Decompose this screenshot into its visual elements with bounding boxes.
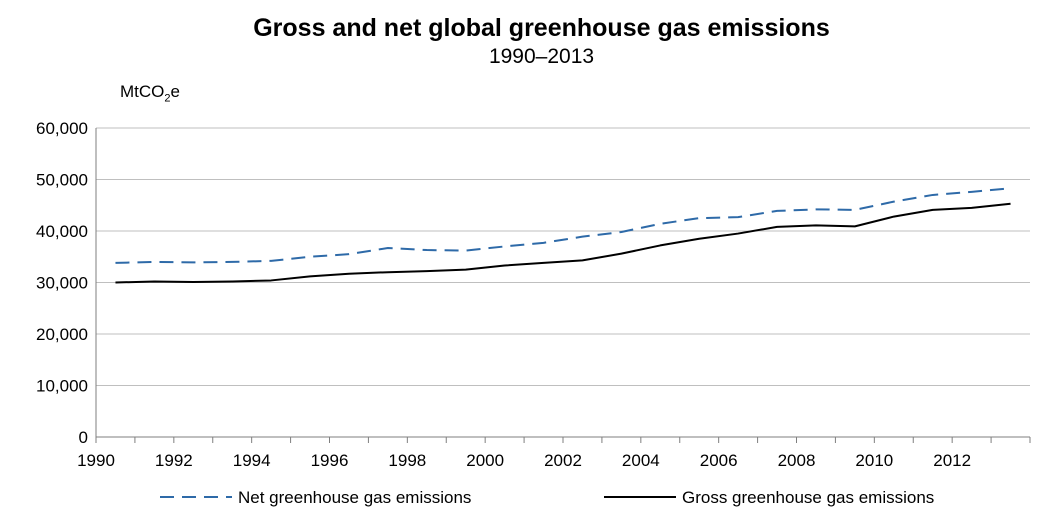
y-tick-label: 50,000 xyxy=(36,171,88,190)
x-tick-label: 1992 xyxy=(155,451,193,470)
x-tick-label: 2004 xyxy=(622,451,660,470)
legend-label: Gross greenhouse gas emissions xyxy=(682,488,934,507)
x-tick-label: 2010 xyxy=(855,451,893,470)
series-lines xyxy=(115,187,1011,284)
y-tick-label: 60,000 xyxy=(36,119,88,138)
x-tick-label: 1990 xyxy=(77,451,115,470)
y-tick-label: 0 xyxy=(79,428,88,447)
y-tick-label: 40,000 xyxy=(36,222,88,241)
x-tick-label: 2006 xyxy=(700,451,738,470)
y-tick-label: 30,000 xyxy=(36,274,88,293)
y-tick-label: 20,000 xyxy=(36,325,88,344)
x-tick-label: 2012 xyxy=(933,451,971,470)
x-tick-label: 2008 xyxy=(778,451,816,470)
gridlines xyxy=(96,127,1030,386)
x-tick-label: 2002 xyxy=(544,451,582,470)
legend: Net greenhouse gas emissions Gross greenh… xyxy=(160,488,934,507)
legend-label: Net greenhouse gas emissions xyxy=(238,488,471,507)
x-tick-label: 1994 xyxy=(233,451,271,470)
y-unit-main: MtCO xyxy=(120,82,165,101)
y-axis-unit-label: MtCO2e xyxy=(120,82,180,104)
net-emissions-line xyxy=(115,187,1011,264)
gross-emissions-line xyxy=(115,202,1011,284)
chart-title: Gross and net global greenhouse gas emis… xyxy=(253,14,830,42)
axes: 0 10,000 20,000 30,000 40,000 50,000 60,000 199… xyxy=(36,119,1031,470)
chart-subtitle: 1990–2013 xyxy=(488,45,595,68)
y-tick-label: 10,000 xyxy=(36,377,88,396)
x-tick-label: 1998 xyxy=(388,451,426,470)
y-unit-tail: e xyxy=(170,82,180,101)
y-unit-subscript: 2 xyxy=(164,92,171,105)
x-tick-label: 1996 xyxy=(311,451,349,470)
x-tick-label: 2000 xyxy=(466,451,504,470)
